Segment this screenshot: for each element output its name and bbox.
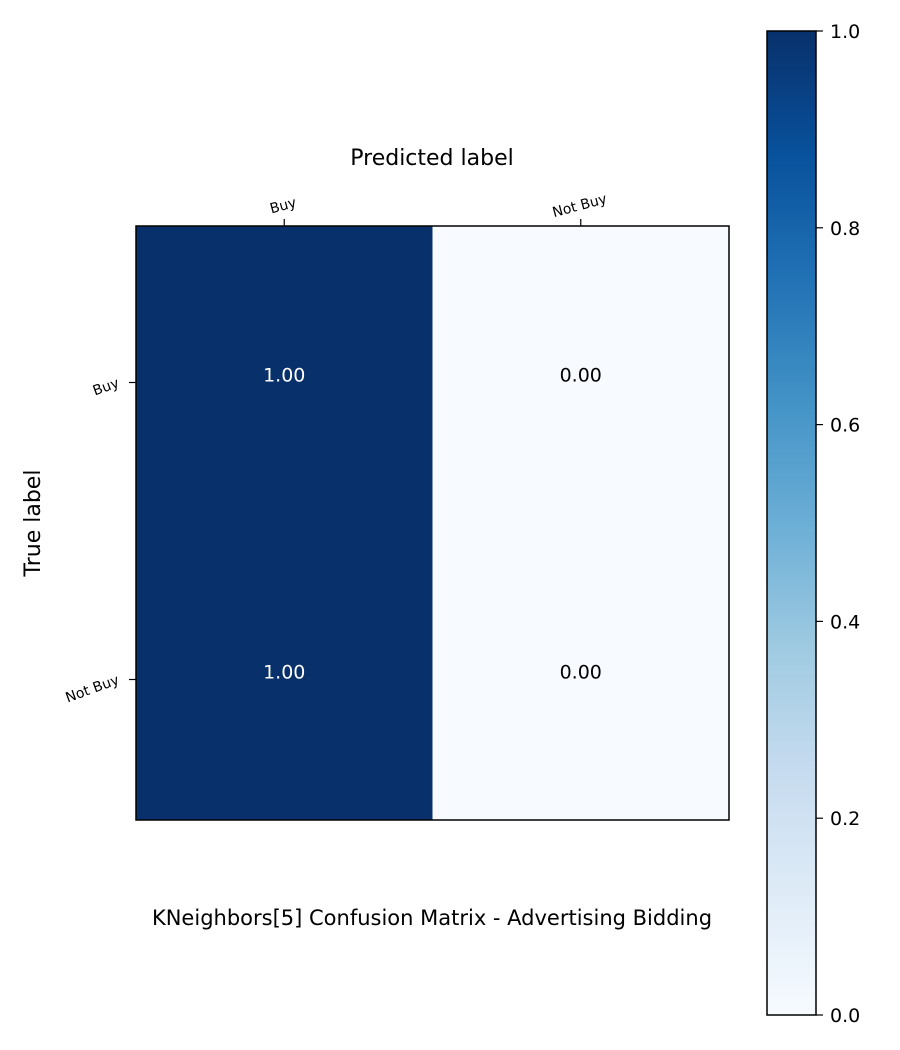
heatmap-cells — [136, 226, 729, 820]
y-tick-label: Buy — [91, 375, 122, 399]
heatmap-cell — [432, 226, 729, 523]
heatmap-cell — [136, 226, 433, 523]
colorbar-ticks: 0.0 0.2 0.4 0.6 0.8 1.0 — [816, 21, 860, 1027]
colorbar-tick-label: 0.8 — [830, 218, 860, 240]
y-axis-label: True label — [21, 470, 46, 578]
colorbar-tick-label: 0.4 — [830, 611, 860, 633]
colorbar — [766, 30, 817, 1016]
heatmap-cell-labels: 1.00 0.00 1.00 0.00 — [263, 365, 602, 684]
cell-value-label: 1.00 — [263, 365, 305, 387]
heatmap-cell — [432, 523, 729, 820]
colorbar-tick-label: 0.0 — [830, 1005, 860, 1027]
y-axis-ticks: Buy Not Buy — [64, 375, 136, 706]
colorbar-tick-label: 0.6 — [830, 415, 860, 437]
cell-value-label: 0.00 — [560, 365, 602, 387]
y-tick-label: Not Buy — [64, 672, 122, 706]
x-tick-label: Not Buy — [551, 191, 609, 221]
matrix-frame — [135, 225, 730, 821]
x-axis-label: Predicted label — [350, 146, 513, 171]
x-axis-ticks: Buy Not Buy — [268, 191, 609, 226]
colorbar-tick-label: 0.2 — [830, 808, 860, 830]
x-tick-label: Buy — [268, 195, 298, 217]
chart-title: KNeighbors[5] Confusion Matrix - Adverti… — [152, 906, 712, 930]
cell-value-label: 0.00 — [560, 662, 602, 684]
heatmap-cell — [136, 523, 433, 820]
cell-value-label: 1.00 — [263, 662, 305, 684]
colorbar-tick-label: 1.0 — [830, 21, 860, 43]
